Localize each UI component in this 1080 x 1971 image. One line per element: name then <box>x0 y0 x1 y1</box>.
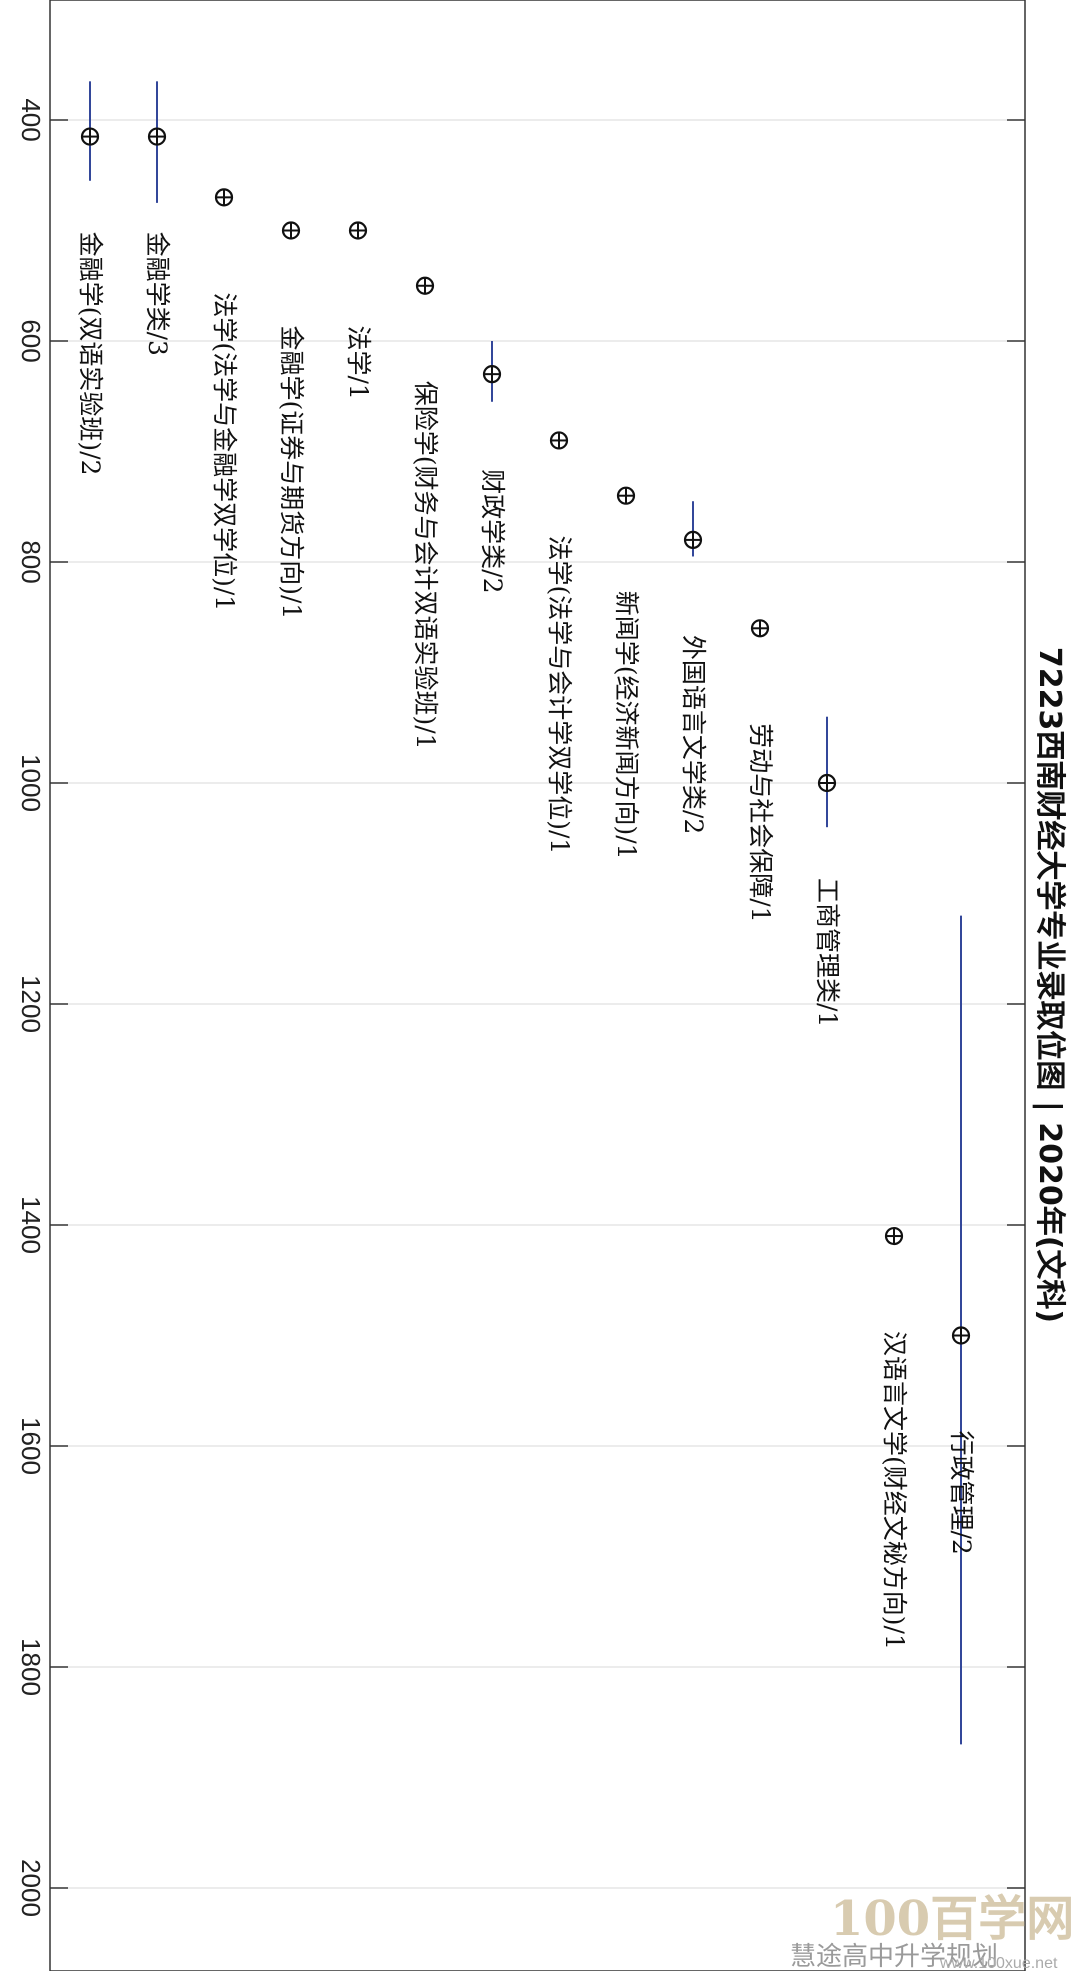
data-point <box>482 365 502 384</box>
point-label: 财政学类/2 <box>478 469 507 593</box>
y-axis: 400 600 800 1000 1200 1400 1600 1800 2000 <box>16 98 1025 1917</box>
point-label: 金融学类/3 <box>143 232 172 356</box>
chart-title: 7223西南财经大学专业录取位图 | 2020年(文科) <box>1032 647 1067 1323</box>
data-point <box>214 188 234 207</box>
data-point <box>884 1226 904 1246</box>
watermark-url: www.100xue.net <box>939 1955 1058 1971</box>
point-label: 外国语言文学类/2 <box>679 635 708 834</box>
point-label: 行政管理/2 <box>947 1431 976 1555</box>
tick-label: 600 <box>16 319 46 362</box>
point-label: 法学/1 <box>344 326 373 400</box>
data-point <box>750 619 770 638</box>
point-label: 法学(法学与会计学双学位)/1 <box>545 535 574 854</box>
point-label: 金融学(双语实验班)/2 <box>76 232 105 476</box>
tick-label: 1800 <box>16 1638 46 1696</box>
point-label: 法学(法学与金融学双学位)/1 <box>210 292 239 611</box>
data-point <box>817 773 837 793</box>
data-point <box>616 486 636 505</box>
watermark-brand: 100百学网 <box>830 1891 1074 1947</box>
data-point <box>80 127 100 146</box>
data-point <box>147 127 167 146</box>
data-point <box>281 221 301 240</box>
data-point <box>683 530 703 550</box>
tick-label: 400 <box>16 98 46 141</box>
data-point <box>951 1326 971 1345</box>
watermark: 100百学网 慧途高中升学规划 www.100xue.net <box>790 1891 1074 1971</box>
tick-label: 1400 <box>16 1196 46 1254</box>
tick-label: 1000 <box>16 754 46 812</box>
point-label: 新闻学(经济新闻方向)/1 <box>612 591 641 860</box>
tick-label: 800 <box>16 540 46 583</box>
plot-frame <box>49 0 1026 1971</box>
tick-label: 1200 <box>16 975 46 1033</box>
watermark-caption: 慧途高中升学规划 <box>790 1942 998 1971</box>
tick-label: 1600 <box>16 1417 46 1475</box>
tick-label: 2000 <box>16 1859 46 1917</box>
point-labels: 金融学(双语实验班)/2 金融学类/3 法学(法学与金融学双学位)/1 金融学(证券与… <box>76 232 976 1650</box>
point-label: 汉语言文学(财经文秘方向)/1 <box>880 1331 909 1650</box>
point-label: 金融学(证券与期货方向)/1 <box>277 326 306 620</box>
data-point <box>549 431 569 450</box>
point-label: 劳动与社会保障/1 <box>746 723 775 922</box>
point-label: 工商管理类/1 <box>813 878 842 1027</box>
data-point <box>348 221 368 240</box>
point-label: 保险学(财务与会计双语实验班)/1 <box>411 381 440 750</box>
grid-lines <box>50 119 1025 1889</box>
data-points <box>80 127 971 1345</box>
data-point <box>415 276 435 295</box>
